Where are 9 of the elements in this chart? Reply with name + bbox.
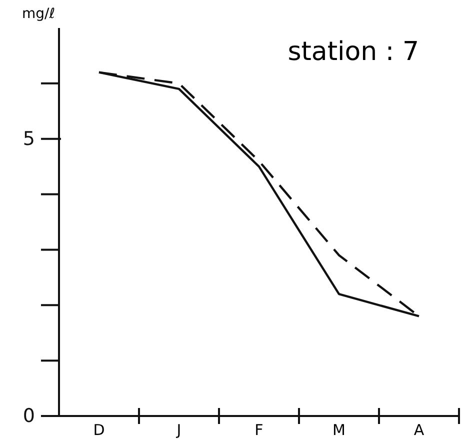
x-tick-label: F: [254, 421, 264, 439]
y-tick-label: 5: [22, 128, 35, 150]
x-tick-label: A: [414, 421, 425, 439]
chart-title: station : 7: [288, 37, 419, 67]
x-tick-label: J: [176, 421, 182, 439]
x-tick-label: D: [93, 421, 105, 439]
y-tick-label: 0: [22, 405, 35, 428]
y-axis-title: mg/ℓ: [22, 6, 55, 22]
x-tick-label: M: [332, 421, 346, 439]
